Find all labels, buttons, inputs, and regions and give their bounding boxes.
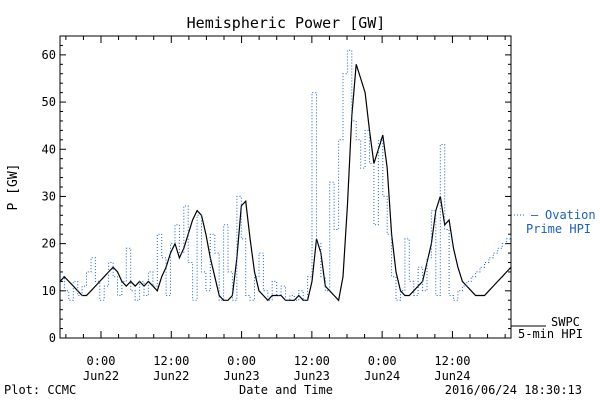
footer-timestamp: 2016/06/24 18:30:13 (445, 383, 582, 397)
x-tick-date-1: Jun22 (153, 369, 189, 383)
legend-ovation-label-1: Ovation (545, 208, 596, 222)
x-tick-time-2: 0:00 (227, 354, 256, 368)
x-tick-date-0: Jun22 (83, 369, 119, 383)
x-tick-date-5: Jun24 (434, 369, 470, 383)
y-tick-label-2: 20 (42, 237, 56, 251)
y-tick-label-0: 0 (49, 331, 56, 345)
y-axis: 0 10 20 30 40 50 60 (42, 35, 511, 345)
series-ovation-prime-hpi (60, 49, 512, 301)
y-tick-label-4: 40 (42, 142, 56, 156)
legend-swpc-label-2: 5-min HPI (518, 327, 583, 341)
x-tick-date-2: Jun23 (224, 369, 260, 383)
series-swpc-5min-hpi (59, 64, 512, 302)
y-tick-label-1: 10 (42, 284, 56, 298)
chart-title: Hemispheric Power [GW] (187, 14, 386, 32)
x-tick-date-4: Jun24 (364, 369, 400, 383)
legend: – Ovation Prime HPI SWPC 5-min HPI (511, 208, 596, 341)
legend-ovation-marker: – (531, 208, 539, 222)
x-tick-time-0: 0:00 (87, 354, 116, 368)
y-axis-label: P [GW] (6, 164, 21, 211)
y-tick-label-6: 60 (42, 48, 56, 62)
y-tick-label-5: 50 (42, 95, 56, 109)
footer-plot-source: Plot: CCMC (4, 383, 76, 397)
y-tick-label-3: 30 (42, 189, 56, 203)
x-axis: 0:00Jun2212:00Jun220:00Jun2312:00Jun230:… (65, 36, 506, 383)
legend-swpc-label-1: SWPC (551, 315, 580, 329)
plot-frame (59, 35, 512, 339)
x-axis-label: Date and Time (239, 383, 333, 397)
x-tick-time-5: 12:00 (434, 354, 470, 368)
legend-ovation-label-2: Prime HPI (526, 222, 591, 236)
x-tick-date-3: Jun23 (294, 369, 330, 383)
x-tick-time-4: 0:00 (368, 354, 397, 368)
x-tick-time-1: 12:00 (153, 354, 189, 368)
x-tick-time-3: 12:00 (294, 354, 330, 368)
series-layer (59, 49, 512, 302)
